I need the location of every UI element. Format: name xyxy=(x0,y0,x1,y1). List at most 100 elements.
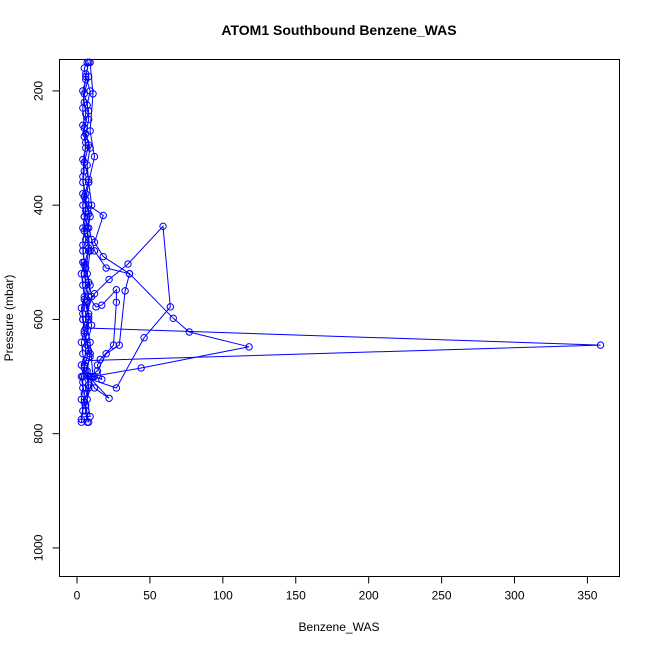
data-point xyxy=(596,341,605,349)
data-point xyxy=(109,341,118,349)
x-tick-label: 250 xyxy=(432,589,452,603)
data-point xyxy=(137,364,145,372)
data-point xyxy=(90,247,99,255)
series-line xyxy=(83,76,90,423)
data-point xyxy=(99,211,107,220)
y-tick-label: 1000 xyxy=(32,534,46,561)
data-point xyxy=(185,328,193,336)
data-point xyxy=(84,347,93,355)
data-point xyxy=(80,90,88,98)
data-point xyxy=(86,412,94,421)
data-point xyxy=(112,384,121,392)
data-point xyxy=(79,378,87,386)
data-point xyxy=(80,192,88,201)
data-point xyxy=(90,384,99,392)
data-point xyxy=(105,394,113,402)
x-tick-label: 0 xyxy=(74,589,81,603)
x-tick-label: 200 xyxy=(359,589,379,603)
data-point xyxy=(80,364,88,372)
data-point xyxy=(169,314,177,322)
series-line xyxy=(81,319,601,366)
data-point xyxy=(89,90,97,98)
data-point xyxy=(84,141,93,149)
data-point xyxy=(90,152,99,161)
chart-title: ATOM1 Southbound Benzene_WAS xyxy=(221,22,456,38)
series-line xyxy=(85,302,110,399)
x-axis: 0 50 100 150 200 250 300 350 xyxy=(74,576,598,603)
data-point xyxy=(84,372,93,381)
data-point xyxy=(84,72,93,81)
y-axis: 200 400 600 800 1000 xyxy=(32,81,60,561)
data-point xyxy=(83,418,91,426)
data-point xyxy=(140,334,148,342)
x-tick-label: 300 xyxy=(504,589,524,603)
data-point xyxy=(79,350,87,358)
y-tick-label: 200 xyxy=(32,81,46,101)
data-point xyxy=(125,270,134,278)
data-point xyxy=(245,343,253,351)
data-point xyxy=(84,115,93,124)
data-point xyxy=(93,367,102,375)
data-point xyxy=(87,292,96,301)
data-point xyxy=(80,227,88,235)
data-point xyxy=(79,241,87,249)
series-line xyxy=(82,262,117,381)
series-line xyxy=(82,225,171,389)
data-point xyxy=(115,341,123,349)
data-point xyxy=(79,104,87,112)
y-tick-label: 400 xyxy=(32,195,46,215)
data-point xyxy=(80,261,88,269)
data-point xyxy=(86,58,94,67)
data-point xyxy=(159,222,167,231)
data-point xyxy=(99,252,107,261)
y-tick-label: 800 xyxy=(32,423,46,443)
data-point xyxy=(77,338,86,346)
x-tick-label: 350 xyxy=(577,589,597,603)
data-point xyxy=(84,381,93,389)
data-point xyxy=(112,298,121,306)
series-10 xyxy=(80,72,93,426)
data-point xyxy=(80,330,88,338)
data-point xyxy=(84,107,93,115)
data-point xyxy=(89,372,97,381)
data-point xyxy=(166,303,175,311)
data-point xyxy=(84,175,93,184)
data-point xyxy=(92,303,100,311)
data-point xyxy=(112,286,121,294)
data-point xyxy=(87,201,96,209)
x-tick-label: 50 xyxy=(143,589,157,603)
data-point xyxy=(86,127,94,135)
data-point xyxy=(105,275,113,284)
data-point xyxy=(84,278,93,286)
data-point xyxy=(84,244,93,252)
data-point xyxy=(84,312,93,321)
data-point xyxy=(121,287,129,295)
data-point xyxy=(79,310,87,318)
x-tick-label: 150 xyxy=(286,589,306,603)
plot-area xyxy=(59,59,620,577)
series-line xyxy=(88,204,250,378)
data-point xyxy=(87,321,96,329)
x-axis-label: Benzene_WAS xyxy=(299,620,380,634)
x-tick-label: 100 xyxy=(213,589,233,603)
y-axis-label: Pressure (mbar) xyxy=(2,275,16,362)
data-point xyxy=(96,355,105,364)
y-tick-label: 600 xyxy=(32,309,46,329)
data-point xyxy=(102,264,110,272)
data-point xyxy=(93,361,102,369)
data-point xyxy=(84,210,93,218)
series-5 xyxy=(79,222,175,392)
data-point xyxy=(90,238,99,247)
series-line xyxy=(80,62,88,423)
series-4 xyxy=(77,315,605,369)
series-layer xyxy=(77,58,605,426)
data-point xyxy=(102,350,110,358)
data-point xyxy=(124,260,132,268)
data-point xyxy=(80,124,88,132)
data-point xyxy=(80,158,88,167)
data-point xyxy=(80,295,88,304)
data-point xyxy=(79,172,87,181)
data-point xyxy=(80,398,88,406)
